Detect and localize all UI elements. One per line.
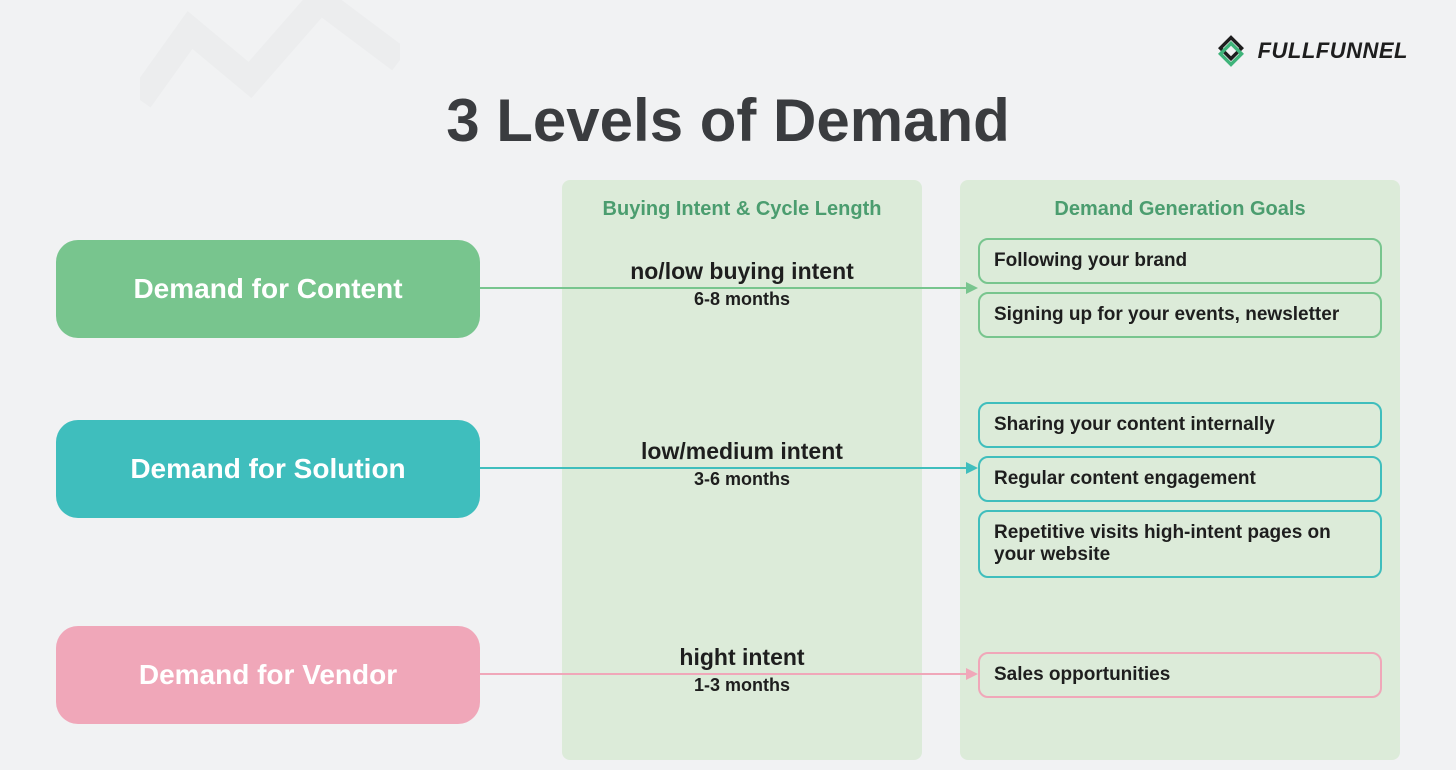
intent-text-2: hight intent (562, 644, 922, 671)
logo-icon (1214, 34, 1248, 68)
logo-text: FULLFUNNEL (1258, 38, 1408, 64)
goals-stack-0: Following your brand Signing up for your … (978, 238, 1382, 338)
goal-box-1-2: Repetitive visits high-intent pages on y… (978, 510, 1382, 578)
level-pill-2: Demand for Vendor (56, 626, 480, 724)
brand-logo: FULLFUNNEL (1214, 34, 1408, 68)
goals-stack-2: Sales opportunities (978, 652, 1382, 698)
page-title: 3 Levels of Demand (0, 86, 1456, 155)
column-header-goals: Demand Generation Goals (960, 180, 1400, 227)
goal-box-1-0: Sharing your content internally (978, 402, 1382, 448)
goal-box-1-1: Regular content engagement (978, 456, 1382, 502)
intent-text-1: low/medium intent (562, 438, 922, 465)
level-pill-0: Demand for Content (56, 240, 480, 338)
intent-block-1: low/medium intent 3-6 months (562, 438, 922, 490)
goal-box-0-1: Signing up for your events, newsletter (978, 292, 1382, 338)
intent-block-2: hight intent 1-3 months (562, 644, 922, 696)
goal-box-0-0: Following your brand (978, 238, 1382, 284)
intent-block-0: no/low buying intent 6-8 months (562, 258, 922, 310)
level-pill-1: Demand for Solution (56, 420, 480, 518)
goal-box-2-0: Sales opportunities (978, 652, 1382, 698)
cycle-text-1: 3-6 months (562, 469, 922, 490)
goals-stack-1: Sharing your content internally Regular c… (978, 402, 1382, 578)
cycle-text-0: 6-8 months (562, 289, 922, 310)
intent-text-0: no/low buying intent (562, 258, 922, 285)
cycle-text-2: 1-3 months (562, 675, 922, 696)
column-header-intent: Buying Intent & Cycle Length (562, 180, 922, 227)
